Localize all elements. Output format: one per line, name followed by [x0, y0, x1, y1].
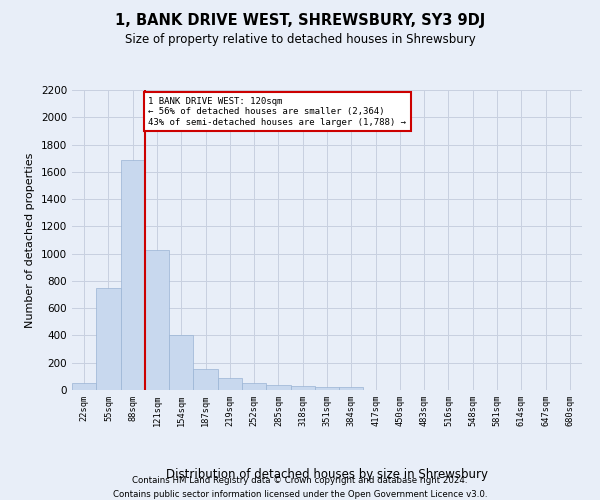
Bar [96, 288, 121, 390]
Bar [121, 160, 145, 390]
Text: Contains HM Land Registry data © Crown copyright and database right 2024.: Contains HM Land Registry data © Crown c… [132, 476, 468, 485]
Text: Contains public sector information licensed under the Open Government Licence v3: Contains public sector information licen… [113, 490, 487, 499]
Bar [290, 386, 315, 390]
Y-axis label: Number of detached properties: Number of detached properties [25, 152, 35, 328]
Bar [315, 388, 339, 390]
Text: 1 BANK DRIVE WEST: 120sqm
← 56% of detached houses are smaller (2,364)
43% of se: 1 BANK DRIVE WEST: 120sqm ← 56% of detac… [149, 97, 407, 126]
X-axis label: Distribution of detached houses by size in Shrewsbury: Distribution of detached houses by size … [166, 468, 488, 481]
Bar [72, 382, 96, 390]
Text: 1, BANK DRIVE WEST, SHREWSBURY, SY3 9DJ: 1, BANK DRIVE WEST, SHREWSBURY, SY3 9DJ [115, 12, 485, 28]
Bar [169, 335, 193, 390]
Bar [266, 384, 290, 390]
Bar [193, 369, 218, 390]
Bar [218, 378, 242, 390]
Text: Size of property relative to detached houses in Shrewsbury: Size of property relative to detached ho… [125, 32, 475, 46]
Bar [145, 250, 169, 390]
Bar [339, 388, 364, 390]
Bar [242, 383, 266, 390]
